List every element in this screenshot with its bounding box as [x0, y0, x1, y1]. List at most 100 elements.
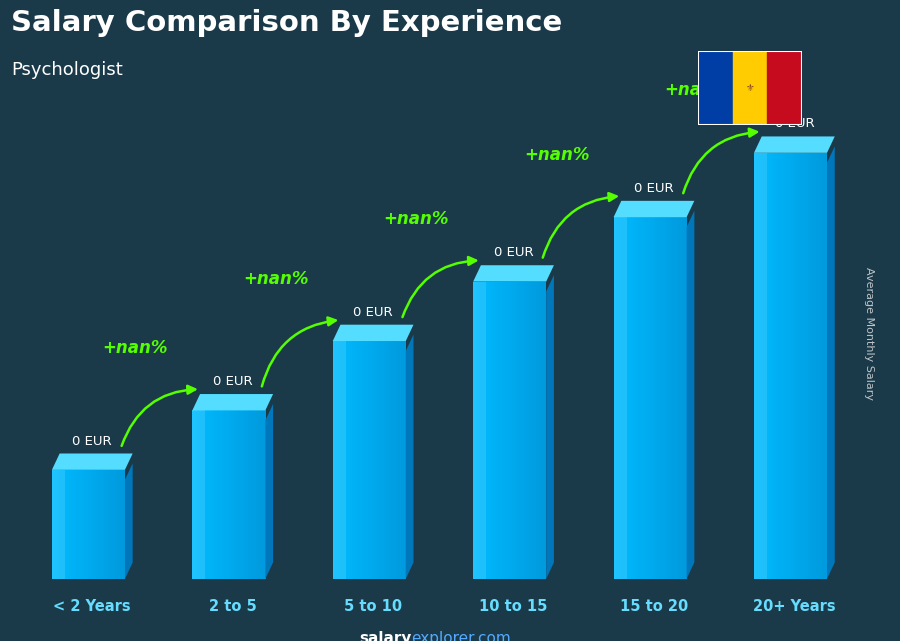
- Bar: [64, 470, 67, 579]
- Bar: [660, 217, 662, 579]
- Bar: [500, 281, 503, 579]
- Bar: [814, 153, 817, 579]
- Bar: [333, 341, 336, 579]
- FancyArrowPatch shape: [543, 193, 616, 258]
- Bar: [105, 470, 108, 579]
- Bar: [478, 281, 481, 579]
- Bar: [347, 341, 350, 579]
- Polygon shape: [546, 275, 554, 579]
- Bar: [357, 341, 360, 579]
- Bar: [224, 410, 227, 579]
- Bar: [631, 217, 634, 579]
- Polygon shape: [754, 137, 835, 153]
- Bar: [515, 281, 518, 579]
- Polygon shape: [687, 211, 694, 579]
- Bar: [519, 281, 522, 579]
- Bar: [800, 153, 803, 579]
- Bar: [508, 281, 510, 579]
- Bar: [359, 341, 362, 579]
- Bar: [525, 281, 527, 579]
- Bar: [352, 341, 355, 579]
- Bar: [246, 410, 248, 579]
- Polygon shape: [473, 281, 486, 579]
- Bar: [204, 410, 207, 579]
- Bar: [635, 217, 638, 579]
- Bar: [776, 153, 778, 579]
- Bar: [67, 470, 69, 579]
- Bar: [52, 470, 55, 579]
- Bar: [783, 153, 786, 579]
- Bar: [488, 281, 490, 579]
- Bar: [522, 281, 525, 579]
- FancyArrowPatch shape: [683, 129, 757, 193]
- Polygon shape: [193, 410, 205, 579]
- Text: 0 EUR: 0 EUR: [494, 246, 534, 260]
- Bar: [345, 341, 347, 579]
- Bar: [616, 217, 618, 579]
- Bar: [754, 153, 757, 579]
- Bar: [672, 217, 675, 579]
- Bar: [544, 281, 546, 579]
- Text: 20+ Years: 20+ Years: [753, 599, 836, 613]
- Bar: [786, 153, 788, 579]
- Text: Salary Comparison By Experience: Salary Comparison By Experience: [11, 9, 562, 37]
- Bar: [657, 217, 660, 579]
- Bar: [115, 470, 118, 579]
- Bar: [379, 341, 382, 579]
- Bar: [392, 341, 394, 579]
- Bar: [251, 410, 254, 579]
- Polygon shape: [52, 470, 65, 579]
- Bar: [512, 281, 515, 579]
- Bar: [229, 410, 231, 579]
- Bar: [771, 153, 774, 579]
- Bar: [88, 470, 91, 579]
- Bar: [91, 470, 94, 579]
- Polygon shape: [473, 265, 554, 281]
- Bar: [788, 153, 791, 579]
- Bar: [768, 51, 802, 125]
- Bar: [813, 153, 815, 579]
- Bar: [628, 217, 631, 579]
- Bar: [350, 341, 353, 579]
- Bar: [248, 410, 251, 579]
- Bar: [769, 153, 771, 579]
- Bar: [820, 153, 823, 579]
- Bar: [655, 217, 658, 579]
- Text: 0 EUR: 0 EUR: [775, 117, 814, 131]
- Bar: [677, 217, 680, 579]
- Bar: [111, 470, 113, 579]
- Bar: [665, 217, 668, 579]
- FancyArrowPatch shape: [122, 386, 195, 446]
- Bar: [532, 281, 535, 579]
- Bar: [400, 341, 403, 579]
- Bar: [652, 217, 655, 579]
- Bar: [790, 153, 793, 579]
- Bar: [793, 153, 796, 579]
- Bar: [120, 470, 122, 579]
- Bar: [684, 217, 687, 579]
- Text: +nan%: +nan%: [243, 269, 309, 288]
- Bar: [670, 217, 672, 579]
- Polygon shape: [52, 453, 132, 470]
- Bar: [797, 153, 800, 579]
- Bar: [364, 341, 367, 579]
- Bar: [807, 153, 810, 579]
- Bar: [495, 281, 498, 579]
- Text: salary: salary: [359, 631, 411, 641]
- Bar: [98, 470, 101, 579]
- Bar: [483, 281, 486, 579]
- Bar: [54, 470, 57, 579]
- Bar: [217, 410, 220, 579]
- Bar: [621, 217, 624, 579]
- Bar: [355, 341, 357, 579]
- Text: Average Monthly Salary: Average Monthly Salary: [863, 267, 874, 400]
- Text: +nan%: +nan%: [383, 210, 449, 228]
- Bar: [662, 217, 665, 579]
- Text: Psychologist: Psychologist: [11, 61, 123, 79]
- Bar: [539, 281, 542, 579]
- Bar: [214, 410, 217, 579]
- Bar: [221, 410, 224, 579]
- Bar: [618, 217, 621, 579]
- Bar: [485, 281, 488, 579]
- Text: 0 EUR: 0 EUR: [73, 435, 112, 447]
